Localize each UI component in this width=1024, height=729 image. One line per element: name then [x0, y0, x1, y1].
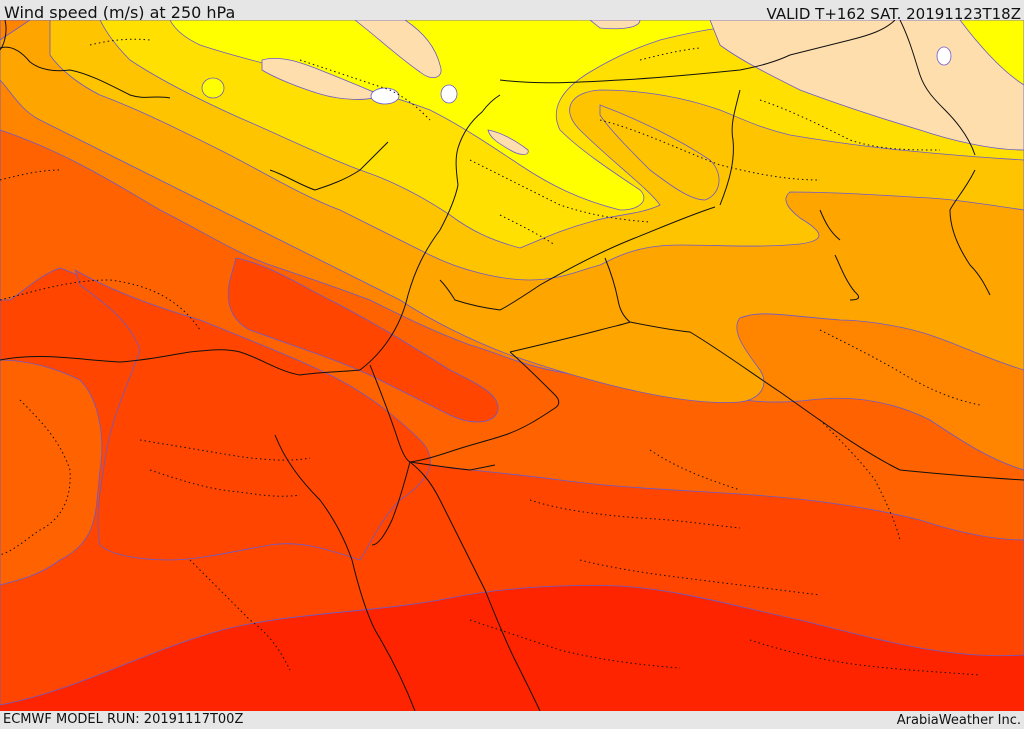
band-pale-island-3 — [589, 20, 641, 30]
footer-bar — [0, 711, 1024, 729]
calm-spot-2 — [440, 84, 458, 104]
band-orange-red-lobe — [74, 269, 431, 561]
yellow-spot — [201, 77, 225, 99]
model-run-label: ECMWF MODEL RUN: 20191117T00Z — [3, 712, 244, 727]
band-pale-island-4 — [487, 129, 529, 155]
wind-speed-map[interactable] — [0, 20, 1024, 711]
map-title: Wind speed (m/s) at 250 hPa — [4, 3, 236, 22]
band-pale-island-2 — [354, 20, 442, 79]
calm-spot-1 — [370, 87, 400, 105]
country-borders — [369, 20, 1024, 481]
band-red-streak — [227, 257, 499, 423]
header-bar — [0, 0, 1024, 20]
valid-time-label: VALID T+162 SAT. 20191123T18Z — [766, 5, 1021, 23]
calm-spot-3 — [936, 46, 952, 66]
credit-label: ArabiaWeather Inc. — [896, 713, 1021, 728]
internal-borders — [0, 38, 981, 676]
coastlines — [0, 20, 976, 711]
